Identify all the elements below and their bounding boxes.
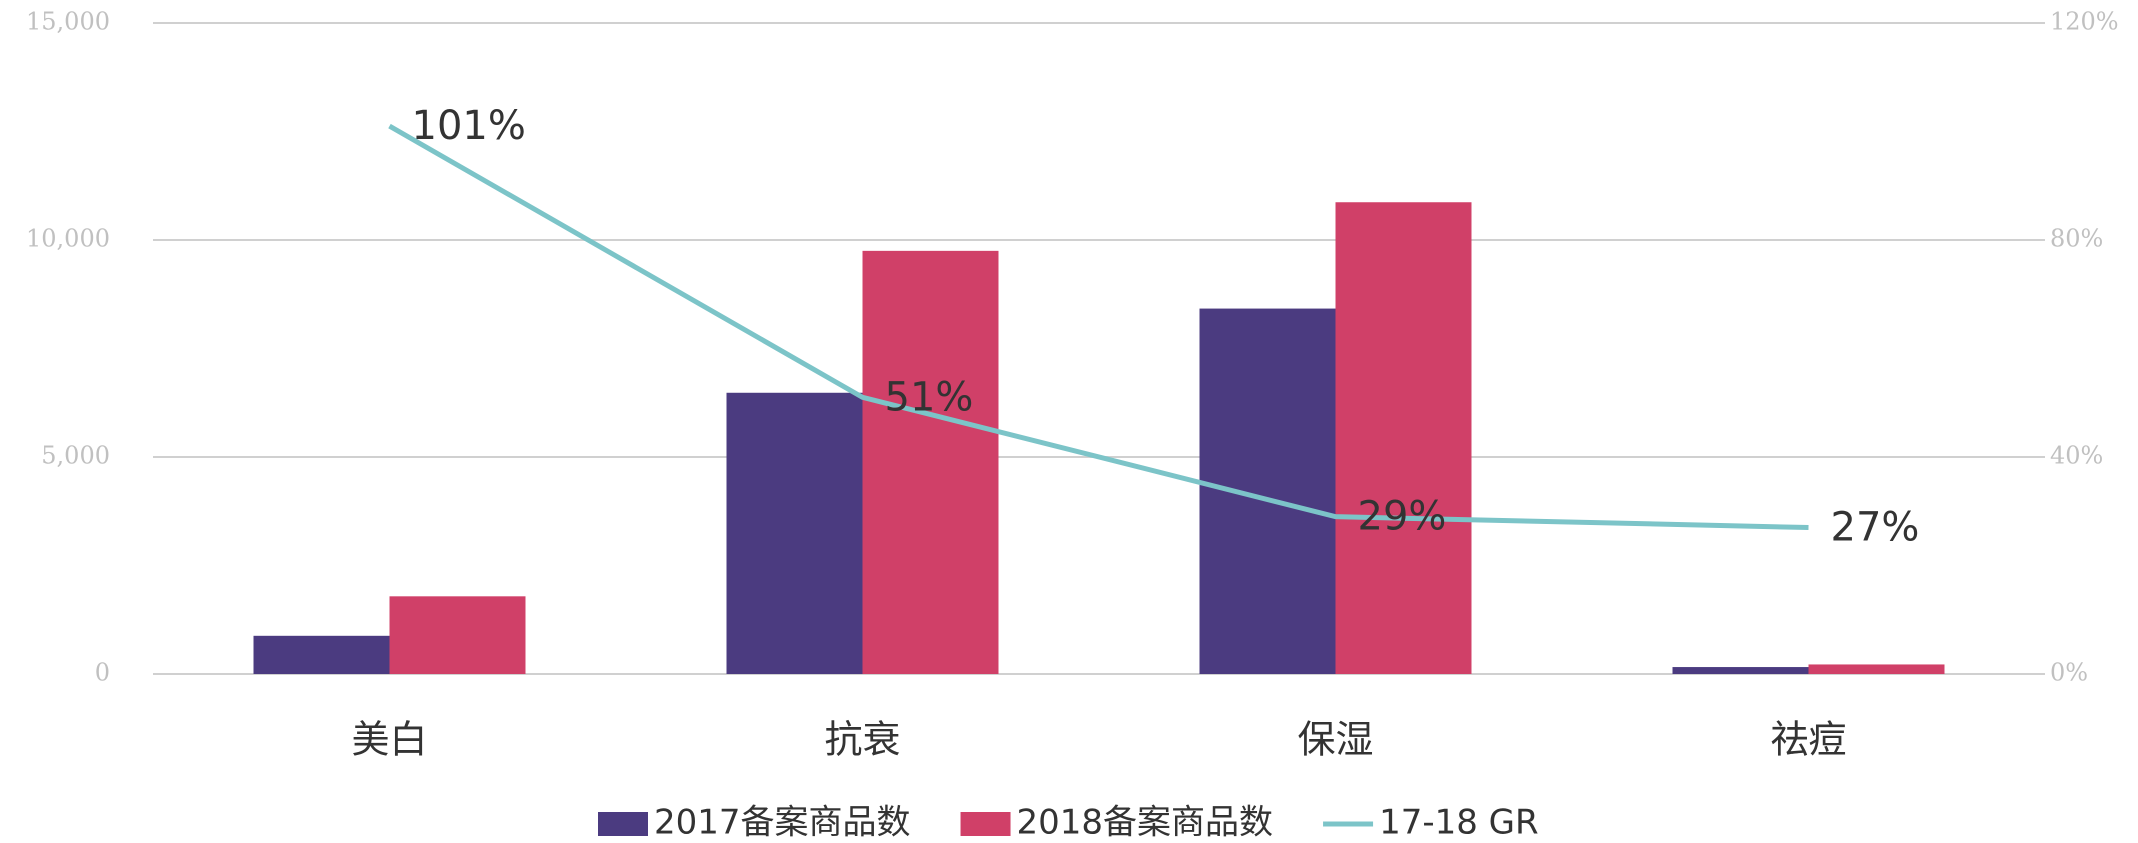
y2-tick-label: 0% <box>2050 659 2088 687</box>
bar <box>389 596 526 674</box>
x-tick-label: 抗衰 <box>824 718 900 762</box>
x-tick-label: 保湿 <box>1297 718 1373 762</box>
y2-tick-label: 80% <box>2050 225 2103 253</box>
y2-tick-label: 40% <box>2050 442 2103 470</box>
bar <box>1199 308 1336 674</box>
bar <box>1335 202 1472 674</box>
legend-label: 2018备案商品数 <box>1017 803 1274 843</box>
y-tick-label: 15,000 <box>26 8 110 36</box>
bar <box>1672 667 1809 674</box>
line <box>388 123 1809 531</box>
data-label: 29% <box>1358 494 1447 540</box>
bar <box>726 392 863 674</box>
x-tick-label: 美白 <box>351 718 427 762</box>
bar <box>862 250 999 674</box>
y-tick-label: 10,000 <box>26 225 110 253</box>
legend-label: 17-18 GR <box>1379 803 1539 843</box>
y-tick-label: 0 <box>95 659 110 687</box>
y2-tick-label: 120% <box>2050 8 2119 36</box>
data-label: 101% <box>412 103 526 149</box>
legend-swatch <box>960 812 1011 836</box>
bar <box>1808 664 1945 674</box>
bar <box>253 635 390 674</box>
data-label: 27% <box>1831 505 1920 551</box>
legend-swatch <box>598 812 648 836</box>
data-label: 51% <box>885 374 974 420</box>
y-tick-label: 5,000 <box>41 442 110 470</box>
legend-label: 2017备案商品数 <box>654 803 911 843</box>
x-tick-label: 祛痘 <box>1770 718 1846 762</box>
